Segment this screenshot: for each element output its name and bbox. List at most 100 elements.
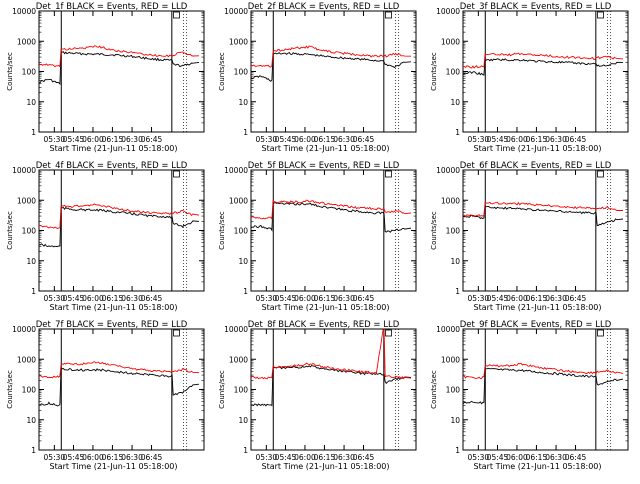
chart-panel-5: Det_5f BLACK = Events, RED = LLD 1 10 100 10… [218, 161, 417, 312]
y-axis-label: Counts/sec [6, 370, 14, 409]
x-tick-label: 06:00 [294, 453, 316, 462]
x-axis-label: Start Time (21-Jun-11 05:18:00) [50, 303, 178, 312]
x-tick-label: 06:45 [565, 135, 587, 144]
plot-frame [38, 169, 205, 292]
chart-title: Det_4f BLACK = Events, RED = LLD [36, 161, 188, 171]
x-tick-label: 05:45 [275, 135, 297, 144]
x-tick-label: 06:30 [121, 294, 143, 303]
x-tick-label: 06:45 [353, 135, 375, 144]
x-tick-label: 06:15 [526, 135, 548, 144]
events-series-line [250, 202, 412, 233]
events-series-line [462, 58, 624, 76]
y-tick-label: 100 [22, 68, 37, 77]
events-series-line [38, 206, 200, 248]
events-series-line [250, 364, 412, 407]
x-tick-label: 05:45 [275, 453, 297, 462]
x-tick-label: 06:00 [506, 294, 528, 303]
chart-title: Det_3f BLACK = Events, RED = LLD [460, 2, 612, 12]
x-tick-label: 06:45 [353, 453, 375, 462]
y-tick-label: 1 [455, 287, 460, 296]
lld-series-line [462, 362, 624, 379]
x-axis-label: Start Time (21-Jun-11 05:18:00) [262, 303, 390, 312]
y-tick-label: 1000 [441, 37, 460, 46]
chart-title: Det_9f BLACK = Events, RED = LLD [460, 320, 612, 330]
x-axis-label: Start Time (21-Jun-11 05:18:00) [474, 462, 602, 471]
x-tick-label: 06:15 [526, 453, 548, 462]
y-tick-label: 10000 [436, 166, 460, 175]
lld-series-line [462, 201, 623, 218]
y-tick-label: 100 [446, 386, 461, 395]
x-tick-label: 06:00 [506, 453, 528, 462]
y-tick-label: 1 [455, 128, 460, 137]
y-tick-label: 1000 [17, 355, 36, 364]
y-tick-label: 10 [450, 416, 460, 425]
y-tick-label: 1 [31, 287, 36, 296]
x-tick-label: 06:30 [121, 135, 143, 144]
chart-title: Det_8f BLACK = Events, RED = LLD [248, 320, 400, 330]
y-tick-label: 10000 [12, 166, 36, 175]
y-tick-label: 100 [446, 68, 461, 77]
x-tick-label: 06:45 [141, 453, 163, 462]
y-tick-label: 1 [31, 446, 36, 455]
x-tick-label: 06:30 [121, 453, 143, 462]
y-tick-label: 10 [26, 416, 36, 425]
lld-series-line [463, 52, 624, 69]
x-tick-label: 06:15 [102, 453, 124, 462]
y-tick-label: 100 [234, 68, 249, 77]
y-tick-label: 1000 [17, 196, 36, 205]
x-tick-label: 06:15 [314, 453, 336, 462]
y-tick-label: 1 [243, 287, 248, 296]
y-axis-label: Counts/sec [430, 211, 438, 250]
y-tick-label: 1 [455, 446, 460, 455]
x-tick-label: 06:00 [294, 135, 316, 144]
x-tick-label: 05:30 [468, 294, 490, 303]
y-tick-label: 1 [243, 446, 248, 455]
x-tick-label: 06:15 [314, 135, 336, 144]
events-series-line [462, 205, 624, 226]
x-tick-label: 06:45 [141, 294, 163, 303]
x-tick-label: 05:45 [63, 453, 85, 462]
y-tick-label: 1000 [17, 37, 36, 46]
plot-frame [250, 10, 417, 133]
x-tick-label: 05:30 [256, 135, 278, 144]
y-tick-label: 10 [450, 98, 460, 107]
chart-panel-1: Det_1f BLACK = Events, RED = LLD 1 10 100 10… [6, 2, 205, 153]
x-tick-label: 06:00 [82, 294, 104, 303]
corner-marker [597, 170, 604, 178]
y-axis-label: Counts/sec [218, 211, 226, 250]
x-tick-label: 05:45 [63, 135, 85, 144]
y-tick-label: 10 [238, 98, 248, 107]
plot-frame [462, 328, 629, 451]
events-series-line [38, 368, 200, 407]
x-tick-label: 06:45 [141, 135, 163, 144]
events-series-line [38, 51, 200, 86]
lld-series-line [38, 203, 200, 230]
x-tick-label: 05:30 [44, 294, 66, 303]
x-tick-label: 05:45 [487, 135, 509, 144]
y-tick-label: 10000 [224, 325, 248, 334]
corner-marker [597, 11, 604, 19]
chart-panel-2: Det_2f BLACK = Events, RED = LLD 1 10 100 10… [218, 2, 417, 153]
chart-title: Det_7f BLACK = Events, RED = LLD [36, 320, 188, 330]
x-tick-label: 06:30 [545, 135, 567, 144]
y-axis-label: Counts/sec [6, 211, 14, 250]
x-axis-label: Start Time (21-Jun-11 05:18:00) [474, 303, 602, 312]
y-tick-label: 10 [238, 257, 248, 266]
x-tick-label: 05:45 [275, 294, 297, 303]
y-tick-label: 10000 [224, 166, 248, 175]
chart-panel-7: Det_7f BLACK = Events, RED = LLD 1 10 100 10… [6, 320, 205, 471]
x-tick-label: 05:30 [468, 453, 490, 462]
y-tick-label: 1 [31, 128, 36, 137]
x-axis-label: Start Time (21-Jun-11 05:18:00) [474, 144, 602, 153]
y-axis-label: Counts/sec [218, 370, 226, 409]
y-axis-label: Counts/sec [430, 52, 438, 91]
x-axis-label: Start Time (21-Jun-11 05:18:00) [262, 462, 390, 471]
y-tick-label: 1 [243, 128, 248, 137]
x-tick-label: 06:00 [506, 135, 528, 144]
corner-marker [385, 11, 392, 19]
plot-frame [38, 328, 205, 451]
y-tick-label: 100 [22, 386, 37, 395]
y-tick-label: 10000 [12, 7, 36, 16]
x-tick-label: 05:30 [256, 453, 278, 462]
chart-panel-3: Det_3f BLACK = Events, RED = LLD 1 10 100 10… [430, 2, 629, 153]
